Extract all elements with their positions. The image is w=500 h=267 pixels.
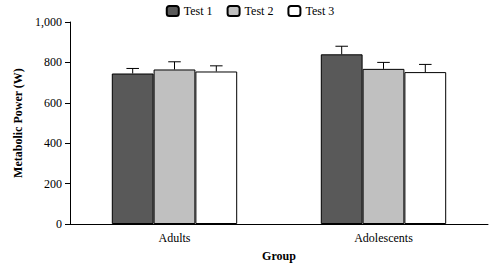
svg-text:1,000: 1,000 xyxy=(35,15,62,29)
svg-text:Test 3: Test 3 xyxy=(305,4,334,18)
svg-text:800: 800 xyxy=(44,55,62,69)
svg-text:Group: Group xyxy=(262,249,296,263)
svg-text:400: 400 xyxy=(44,136,62,150)
svg-text:Adolescents: Adolescents xyxy=(354,231,413,245)
svg-text:Test 1: Test 1 xyxy=(184,4,213,18)
svg-text:200: 200 xyxy=(44,177,62,191)
svg-text:Adults: Adults xyxy=(158,231,190,245)
svg-text:600: 600 xyxy=(44,96,62,110)
svg-text:0: 0 xyxy=(56,217,62,231)
svg-text:Metabolic Power (W): Metabolic Power (W) xyxy=(11,68,25,178)
svg-text:Test 2: Test 2 xyxy=(245,4,274,18)
